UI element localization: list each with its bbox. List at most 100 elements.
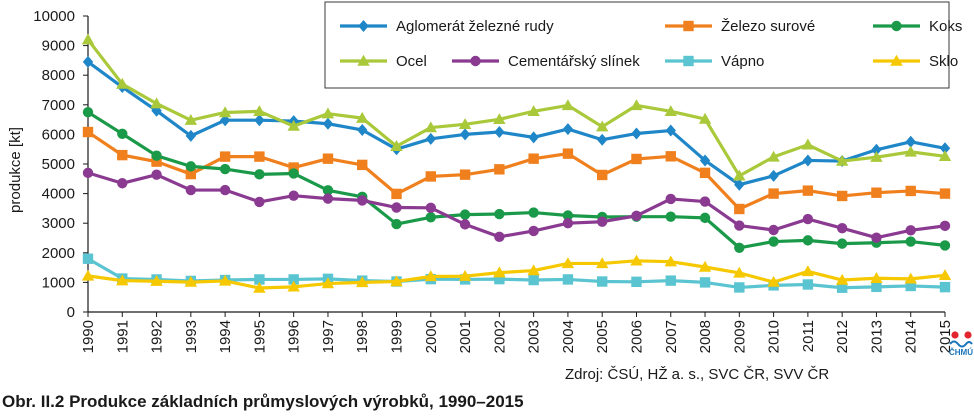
data-point [288,168,299,179]
data-point [254,169,265,180]
data-point [494,208,505,220]
data-point [254,151,265,162]
legend-label: Ocel [396,53,427,70]
data-point [356,111,369,123]
x-tick-label: 2011 [800,320,817,352]
data-point [665,211,676,222]
data-point [459,219,471,230]
data-point [254,196,265,208]
data-point [254,114,265,127]
series-line [87,130,946,211]
legend-entry: Ocel [340,53,427,70]
data-point [905,135,916,148]
data-point [734,220,745,231]
legend-marker [358,20,369,32]
y-tick-label: 3000 [42,215,75,232]
series-line [87,257,946,290]
data-point [117,178,128,189]
data-point [734,242,745,253]
x-tick-label: 1995 [251,320,268,353]
legend-entry: Sklo [873,53,958,70]
data-point [219,184,231,196]
legend-entry: Železo surové [665,18,815,35]
data-point [527,105,540,117]
data-point [801,138,815,150]
x-tick-label: 2007 [663,320,680,353]
data-point [802,235,814,246]
data-point [904,272,917,284]
data-point [767,275,780,287]
series-line [87,110,946,250]
y-tick-label: 10000 [33,8,75,25]
y-tick-label: 7000 [42,97,75,114]
data-point [357,195,368,206]
data-point [218,274,232,286]
logo-wave-icon [949,340,973,348]
data-point [494,126,505,139]
data-point [562,123,574,136]
legend: Aglomerát železné rudy Železo surové Koks O… [324,1,962,89]
legend-box [324,1,950,89]
data-point [905,280,916,292]
data-point [322,153,334,164]
data-point [734,203,745,215]
x-tick-label: 1992 [149,320,166,353]
data-point [82,107,94,118]
logo-dot-right [964,331,972,339]
data-point [597,169,608,181]
data-point [321,107,335,119]
data-point [528,153,539,164]
data-point [528,225,539,237]
data-point [836,223,848,234]
data-point [151,104,162,117]
data-point [494,273,505,285]
data-point [802,185,814,196]
data-point [870,150,883,162]
data-point [631,210,642,221]
data-point [424,121,437,133]
data-point [699,212,711,224]
data-point [596,257,609,269]
x-tick-label: 1999 [389,320,406,353]
data-point [493,266,506,278]
series-layer [81,33,952,293]
data-point [734,282,745,293]
data-point [939,142,951,155]
data-point [699,167,711,179]
data-point [218,106,232,118]
x-tick-label: 2008 [697,320,714,353]
data-point [117,149,128,161]
y-tick-label: 8000 [42,67,75,84]
data-point [562,148,574,159]
x-ticks: 1990 1991 1992 1993 1994 1995 1996 1997 1998 1999… [80,312,954,353]
y-tick-label: 1000 [42,274,75,291]
data-point [287,119,300,131]
series-4 [82,167,951,243]
data-point [802,154,814,167]
data-point [390,140,403,151]
data-point [425,202,436,214]
series-2 [82,107,951,253]
data-point [117,128,128,140]
legend-entry: Vápno [665,53,764,70]
data-point [802,213,814,225]
data-point [938,269,952,280]
x-tick-label: 2015 [937,320,954,353]
data-point [939,188,951,199]
y-tick-label: 9000 [42,38,75,55]
legend-entry: Aglomerát železné rudy [340,18,554,35]
x-tick-label: 2014 [903,320,920,353]
data-point [871,143,882,156]
data-point [391,202,402,213]
data-point [425,212,436,223]
y-tick-label: 0 [67,304,75,321]
data-point [116,274,129,286]
data-point [596,120,609,132]
data-point [734,178,745,191]
data-point [836,282,848,293]
legend-label: Koks [929,18,962,35]
legend-marker [357,54,370,66]
data-point [391,188,402,200]
y-axis-title: produkce [kt] [7,127,24,213]
data-point [939,281,951,293]
